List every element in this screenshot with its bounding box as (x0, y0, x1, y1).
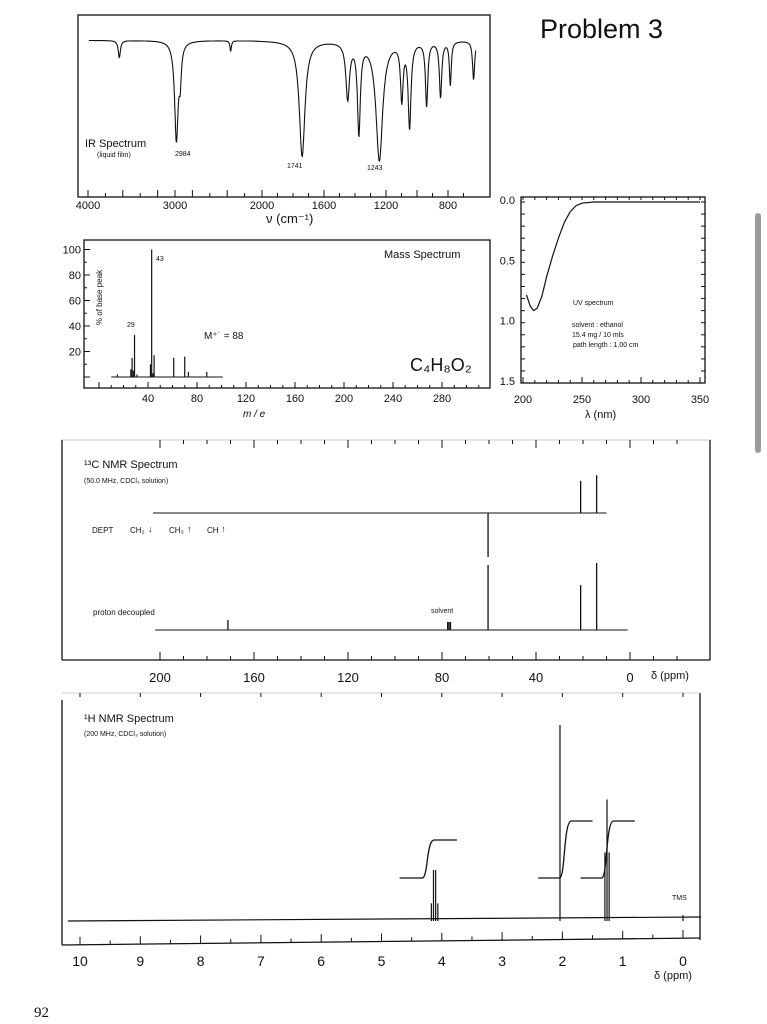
h1-x-tick-label: 1 (619, 953, 627, 969)
ir-x-tick-label: 3000 (163, 200, 187, 212)
ir-peak-label-1741: 1741 (287, 163, 303, 170)
h1-x-axis (61, 937, 701, 946)
scrollbar[interactable] (755, 213, 761, 453)
ms-x-tick-label: 280 (433, 393, 451, 405)
ms-molecular-ion-label: M⁺˙ = 88 (204, 331, 244, 342)
uv-x-tick-label: 200 (514, 394, 532, 406)
ms-x-axis-label: m / e (243, 409, 266, 420)
h1-title: ¹H NMR Spectrum (84, 713, 174, 725)
c13-x-tick-label: 120 (337, 670, 359, 685)
uv-spectrum-line (525, 201, 700, 312)
dept-label: DEPT (92, 526, 114, 535)
h1-x-tick-label: 10 (72, 953, 88, 969)
ms-x-tick-label: 80 (191, 393, 203, 405)
h1-x-tick-label: 3 (498, 953, 506, 969)
uv-path-length: path length : 1.00 cm (573, 342, 639, 349)
uv-x-tick-label: 350 (691, 394, 709, 406)
c13-x-axis-label: δ (ppm) (651, 670, 689, 682)
ms-x-tick-label: 40 (142, 393, 154, 405)
uv-y-tick-label: 1.5 (500, 376, 515, 388)
ir-x-tick-label: 800 (439, 200, 457, 212)
h1-x-axis-label: δ (ppm) (654, 970, 692, 982)
uv-y-tick-label: 0.0 (500, 195, 515, 207)
uv-y-tick-label: 0.5 (500, 255, 515, 267)
ms-x-tick-label: 240 (384, 393, 402, 405)
ms-y-tick-label: 60 (69, 296, 81, 308)
uv-x-tick-label: 300 (632, 394, 650, 406)
ir-spectrum-line (88, 39, 477, 163)
uv-y-tick-label: 1.0 (500, 316, 515, 328)
ir-plot-frame (77, 14, 491, 198)
h1-subtitle: (200 MHz, CDCl₃ solution) (84, 731, 167, 738)
ms-x-tick-label: 160 (286, 393, 304, 405)
ms-y-tick-label: 100 (63, 245, 81, 257)
ir-peak-label-2984: 2984 (175, 151, 191, 158)
ir-x-axis-label: ν (cm⁻¹) (266, 211, 314, 226)
h1-x-tick-label: 0 (679, 953, 687, 969)
ir-title: IR Spectrum (85, 138, 147, 150)
c13-subtitle: (50.0 MHz, CDCl₃ solution) (84, 478, 169, 485)
c13-x-tick-label: 200 (149, 670, 171, 685)
arrow-up-icon: ↑ (221, 524, 226, 534)
ms-y-tick-label: 40 (69, 321, 81, 333)
c13-plot-frame (61, 439, 711, 661)
c13-x-tick-label: 0 (626, 670, 633, 685)
h1-integral-3 (538, 820, 593, 879)
uv-x-axis-label: λ (nm) (585, 409, 617, 421)
ms-base-peak-label: 43 (156, 256, 164, 263)
uv-concentration: 15.4 mg / 10 mls (572, 332, 624, 339)
molecular-formula: C₄H₈O₂ (410, 355, 472, 375)
c13-x-tick-label: 160 (243, 670, 265, 685)
ms-y-tick-label: 20 (69, 347, 81, 359)
ir-peak-label-1243: 1243 (367, 165, 383, 172)
uv-solvent: solvent : ethanol (572, 322, 623, 329)
h1-x-tick-label: 7 (257, 953, 265, 969)
dept-ch2-label: CH₂ (130, 526, 145, 535)
ms-title: Mass Spectrum (384, 249, 461, 261)
ms-y-tick-label: 80 (69, 270, 81, 282)
dept-ch3-label: CH₃ (169, 526, 184, 535)
ms-y-axis-label: % of base peak (95, 269, 105, 326)
solvent-label: solvent (431, 608, 454, 615)
ir-x-tick-label: 2000 (250, 200, 274, 212)
ms-x-tick-label: 200 (335, 393, 353, 405)
c13-x-tick-label: 80 (435, 670, 449, 685)
h1-x-tick-label: 8 (197, 953, 205, 969)
ir-x-tick-label: 1600 (312, 200, 336, 212)
ms-x-tick-label: 120 (237, 393, 255, 405)
tms-label: TMS (672, 895, 687, 902)
ms-plot-frame (83, 239, 491, 389)
h1-x-tick-label: 9 (136, 953, 144, 969)
arrow-up-icon: ↑ (187, 524, 192, 534)
uv-plot-frame (520, 196, 706, 384)
ir-x-tick-label: 4000 (76, 200, 100, 212)
h1-baseline (67, 916, 702, 922)
ir-subtitle: (liquid film) (97, 152, 131, 159)
uv-title: UV spectrum (573, 300, 614, 307)
c13-title: ¹³C NMR Spectrum (84, 459, 178, 471)
uv-x-tick-label: 250 (573, 394, 591, 406)
h1-x-tick-label: 5 (378, 953, 386, 969)
h1-x-tick-label: 4 (438, 953, 446, 969)
c13-x-tick-label: 40 (529, 670, 543, 685)
h1-x-tick-label: 2 (559, 953, 567, 969)
h1-integral-2 (399, 839, 457, 879)
ms-peak-29-label: 29 (127, 322, 135, 329)
problem-title: Problem 3 (540, 14, 664, 44)
proton-decoupled-label: proton decoupled (93, 608, 155, 617)
dept-ch-label: CH (207, 526, 219, 535)
arrow-down-icon: ↓ (148, 524, 153, 534)
page-number: 92 (34, 1005, 49, 1021)
ir-x-tick-label: 1200 (374, 200, 398, 212)
h1-x-tick-label: 6 (317, 953, 325, 969)
h1-integral-3 (580, 820, 635, 879)
